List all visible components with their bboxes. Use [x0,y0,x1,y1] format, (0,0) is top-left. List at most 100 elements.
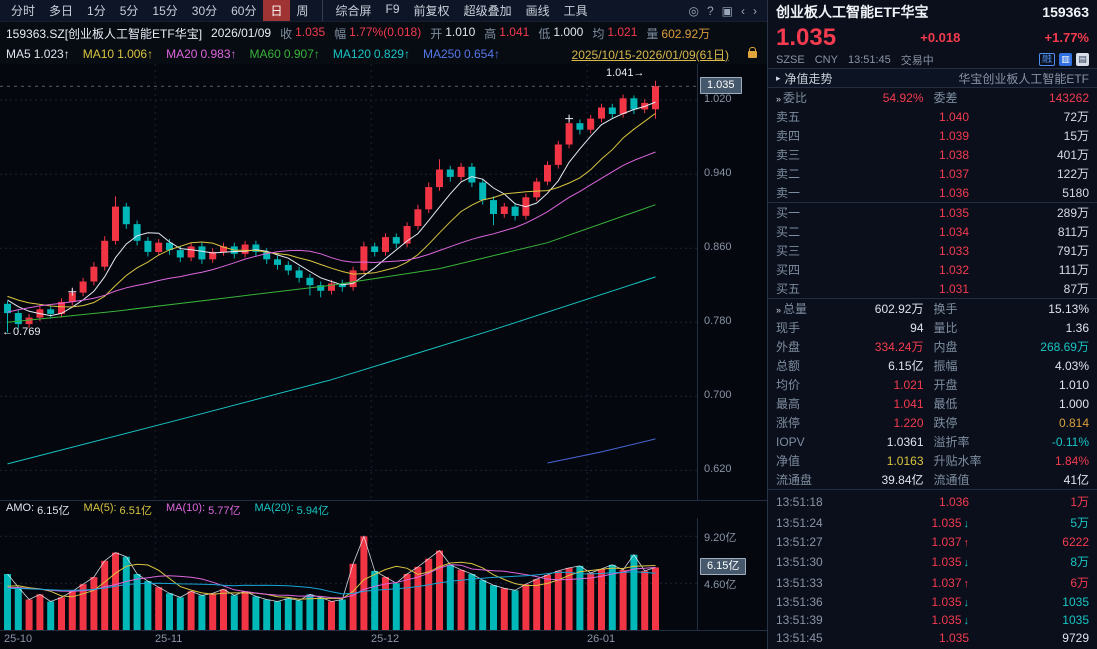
ask-row-卖一[interactable]: 卖一 1.036 5180 [768,183,1097,202]
ask-row-卖二[interactable]: 卖二 1.037 122万 [768,164,1097,183]
candle [576,123,584,130]
quote-field-幅: 幅 1.77%(0.018) [334,25,421,42]
up-arrow-icon: ↑ [963,577,970,590]
ma-value: 1.006↑ [117,47,154,61]
stat-row-均价: 均价 1.021 开盘 1.010 [768,375,1097,394]
period-tab-多日[interactable]: 多日 [49,4,74,18]
tick-row: 13:51:27 1.037 ↑ 6222 [768,535,1097,549]
amount-bar [252,596,260,630]
amount-axis: 9.20亿 4.60亿 [697,518,768,630]
candle [500,206,508,214]
amount-bar [576,565,584,630]
stat-label: 溢折率 [933,435,970,449]
down-arrow-icon: ↓ [963,615,970,627]
amount-bar [90,577,98,630]
ask-row-卖三[interactable]: 卖三 1.038 401万 [768,145,1097,164]
margin-badge[interactable]: 融 [1039,53,1055,66]
candle [608,107,616,114]
menu-F9[interactable]: F9 [385,2,400,16]
ask-row-卖四[interactable]: 卖四 1.039 15万 [768,126,1097,145]
amount-chart[interactable]: 9.20亿 4.60亿 6.15亿 [0,518,767,630]
target-icon[interactable]: ◎ [688,3,699,18]
period-tab-30分[interactable]: 30分 [191,4,218,18]
ma250-line [547,438,656,464]
candle [349,270,357,288]
amount-bar [209,593,217,630]
ask-row-卖五[interactable]: 卖五 1.040 72万 [768,107,1097,126]
panel-icon[interactable]: ▣ [721,3,733,18]
candle [371,246,379,252]
bid-row-买二[interactable]: 买二 1.034 811万 [768,222,1097,241]
help-icon[interactable]: ? [706,3,714,18]
amo-value: 5.94亿 [296,504,330,517]
ask-volume: 401万 [1056,148,1089,162]
menu-前复权[interactable]: 前复权 [413,4,450,18]
prev-icon[interactable]: ‹ [741,3,745,18]
bid-row-买三[interactable]: 买三 1.033 791万 [768,241,1097,260]
tick-trade-list[interactable]: 13:51:18 1.036 1万 13:51:24 1.035 ↓ 5万 13:51:27 1… [768,490,1097,649]
period-tabs: 分时 多日 1分 5分 15分 30分 60分日周 [4,0,316,21]
date-range-label[interactable]: 2025/10/15-2026/01/09(61日) [571,47,729,62]
period-tab-分时[interactable]: 分时 [11,4,36,18]
stat-row-现手: 现手 94 量比 1.36 [768,318,1097,337]
candle [241,244,249,254]
weibi-value: 54.92% [882,90,924,105]
candle [382,237,389,252]
amount-bar [565,567,573,630]
candle [511,206,519,216]
stat-label: 最高 [776,397,801,411]
menu-画线[interactable]: 画线 [525,4,550,18]
stat-value: 1.010 [1058,377,1089,392]
period-tab-日[interactable]: 日 [263,0,290,21]
stat-value: -0.11% [1051,434,1089,449]
quote-field-value: 1.010 [445,24,476,39]
doc-mini-icon[interactable]: ▤ [1076,53,1089,66]
candle [144,240,152,252]
period-tab-周[interactable]: 周 [296,4,309,18]
price-axis-label: 0.620 [704,463,732,475]
candle [68,292,76,302]
ma-item-MA120: MA120 0.829↑ [333,47,410,61]
candle [425,187,433,210]
period-tab-60分[interactable]: 60分 [231,4,257,18]
stat-row-外盘: 外盘 334.24万 内盘 268.69万 [768,337,1097,356]
bid-row-买一[interactable]: 买一 1.035 289万 [768,203,1097,222]
stat-value: 0.814 [1058,415,1089,430]
menu-工具[interactable]: 工具 [563,4,588,18]
candle [176,250,184,258]
tick-volume: 6222 [1062,535,1089,549]
kline-mini-icon[interactable]: ▥ [1059,53,1072,66]
expand-icon[interactable]: » [776,305,782,315]
low-annotation: ←0.769 [2,326,41,338]
menu-综合屏[interactable]: 综合屏 [335,4,372,18]
stat-label: 流通值 [933,473,970,487]
candle [58,301,65,314]
stat-label: 量比 [933,321,958,335]
ma-line [7,561,656,600]
expand-icon[interactable]: » [776,94,782,104]
tick-price: 1.036 [832,495,969,509]
tick-volume: 6万 [1070,576,1089,590]
tab-net-value-trend[interactable]: 净值走势 [784,71,833,86]
next-icon[interactable]: › [753,3,757,18]
candle [252,244,260,252]
period-tab-15分[interactable]: 15分 [152,4,178,18]
ma-line [7,112,656,308]
menu-超级叠加[interactable]: 超级叠加 [463,4,512,18]
amo-label: AMO: [6,501,35,514]
amount-tag: 6.15亿 [700,558,747,575]
lock-icon[interactable] [748,46,757,58]
period-tab-1分[interactable]: 1分 [87,4,106,18]
stat-value: 6.15亿 [888,359,924,373]
amount-bar [598,568,605,630]
tick-price-value: 1.035 [931,613,962,627]
amo-value: 6.51亿 [119,504,152,517]
bid-row-买五[interactable]: 买五 1.031 87万 [768,279,1097,298]
ma-line [7,564,656,599]
candlestick-chart[interactable]: 1.020 0.940 0.860 0.780 0.700 0.620 1.041→ ←0… [0,64,767,500]
ma-indicator-bar: MA5 1.023↑ MA10 1.006↑ MA20 0.983↑ MA60 0.907↑ M… [0,44,767,64]
period-tab-5分[interactable]: 5分 [119,4,139,18]
bid-row-买四[interactable]: 买四 1.032 111万 [768,260,1097,279]
ma-values: MA5 1.023↑ MA10 1.006↑ MA20 0.983↑ MA60 0.907↑ M… [6,47,500,61]
